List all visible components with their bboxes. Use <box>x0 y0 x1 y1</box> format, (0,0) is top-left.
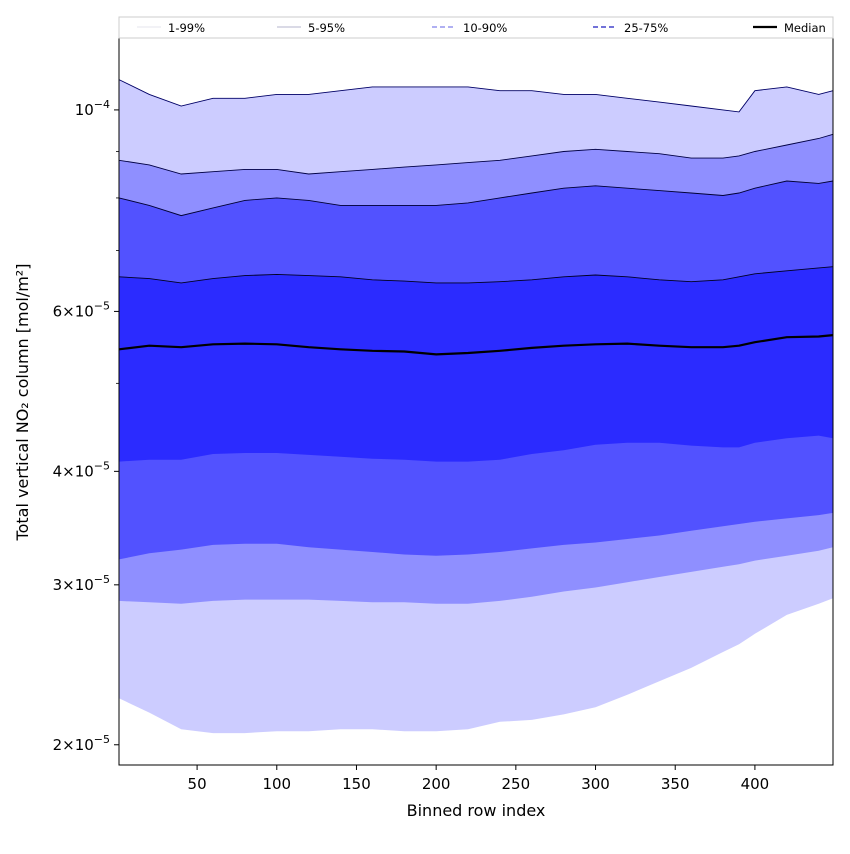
band-line-layer <box>118 79 834 284</box>
legend-box <box>118 16 834 39</box>
band-4-upper-line <box>118 266 834 284</box>
y-tick-label: 4×10−5 <box>53 459 110 480</box>
y-axis-label: Total vertical NO₂ column [mol/m²] <box>13 264 32 542</box>
band-4 <box>119 266 833 462</box>
y-tick-label: 10−4 <box>75 98 110 119</box>
band-1-upper-line <box>118 79 834 113</box>
x-tick-label: 200 <box>422 775 451 793</box>
band-2-upper-line <box>118 133 834 175</box>
x-tick-label: 50 <box>188 775 207 793</box>
band-3-upper-line <box>118 180 834 217</box>
y-tick-label: 6×10−5 <box>53 299 110 320</box>
median-layer <box>118 334 834 356</box>
x-tick-label: 100 <box>262 775 291 793</box>
x-tick-label: 150 <box>342 775 371 793</box>
legend-label: 5-95% <box>308 21 345 35</box>
band-layer <box>119 79 833 734</box>
legend-label: 25-75% <box>624 21 668 35</box>
x-axis-label: Binned row index <box>407 801 546 820</box>
x-tick-label: 300 <box>581 775 610 793</box>
x-tick-label: 250 <box>502 775 531 793</box>
x-tick-label: 400 <box>741 775 770 793</box>
y-tick-label: 3×10−5 <box>53 573 110 594</box>
median-line <box>118 334 834 356</box>
y-tick-label: 2×10−5 <box>53 733 110 754</box>
legend: 1-99% 5-95% 10-90% 25-75% Median <box>118 16 834 39</box>
y-axis: 2×10−5 3×10−5 4×10−5 6×10−5 10−4 <box>53 98 119 754</box>
legend-label: Median <box>784 21 826 35</box>
x-tick-label: 350 <box>661 775 690 793</box>
legend-label: 1-99% <box>168 21 205 35</box>
x-axis: 50 100 150 200 250 300 350 400 <box>188 765 770 793</box>
legend-label: 10-90% <box>463 21 507 35</box>
